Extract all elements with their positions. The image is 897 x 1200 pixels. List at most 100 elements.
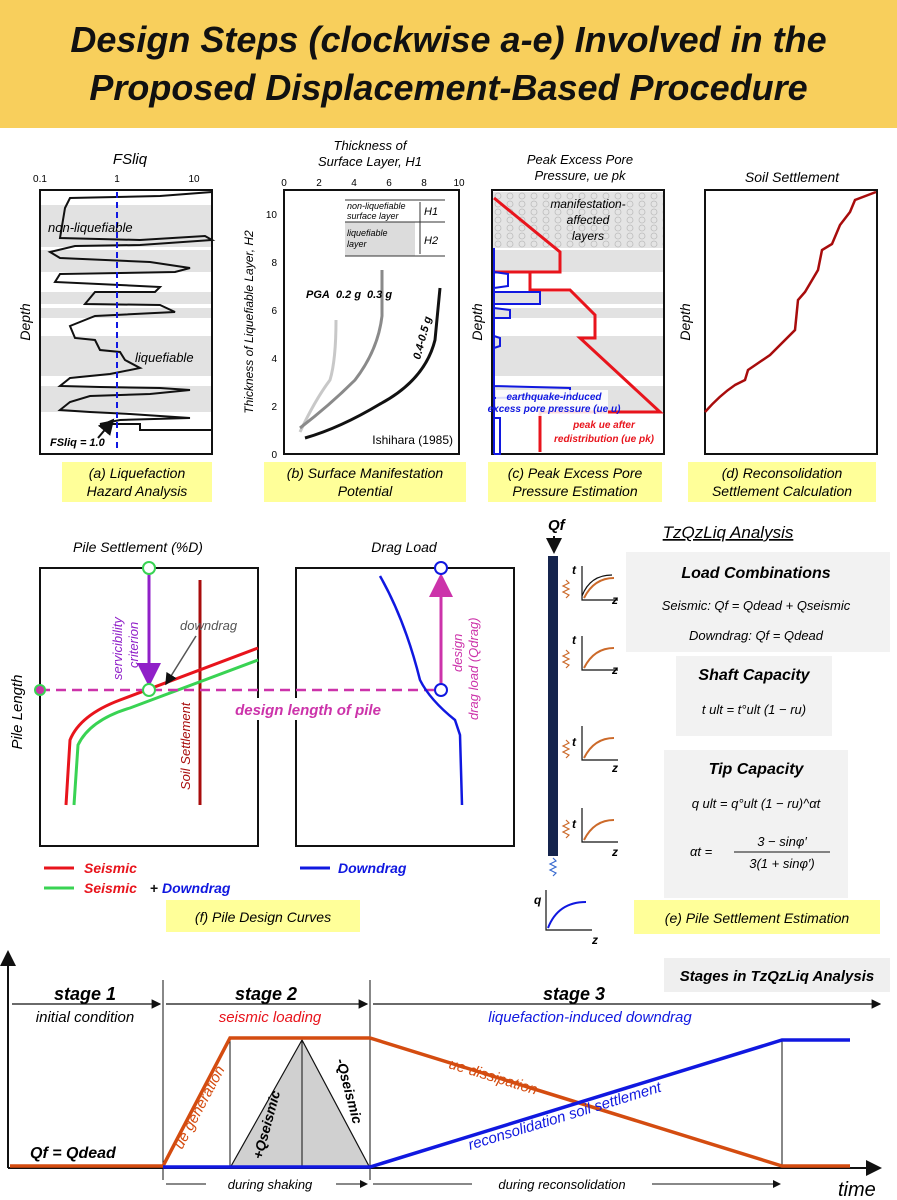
shaft-title: Shaft Capacity [698,667,810,684]
stage3-desc: liquefaction-induced downdrag [488,1009,692,1026]
panel-f-title-right: Drag Load [371,539,438,555]
tick: 2 [316,178,322,189]
lc-title: Load Combinations [681,565,830,582]
tick: 4 [351,178,357,189]
eq-label-1: earthquake-induced [506,392,602,403]
inset-liq-layer [345,222,415,256]
panel-c-ylabel: Depth [469,303,485,341]
tick: 10 [188,174,200,185]
inset-nonliq-2: surface layer [347,211,400,221]
eq-label-2: excess pore pressure (ue u) [488,404,622,415]
tz-t-3: t [572,735,577,749]
lc-seismic: Seismic: Qf = Qdead + Qseismic [662,598,851,613]
drag-top-marker [434,561,448,575]
inset-liq-1: liquefiable [347,228,388,238]
panel-b-frame [283,189,460,455]
caption-b-2: Potential [338,483,393,499]
panel-f-title-left: Pile Settlement (%D) [73,539,203,555]
fs-curve [47,191,216,431]
panel-d: Soil Settlement Depth (d) Reconsolidatio… [677,169,878,502]
seismic-curve [64,646,259,806]
design-drag-2: drag load (Qdrag) [466,617,481,720]
eq-ue-curve [493,248,571,455]
design-length-bg [214,698,402,720]
recon-label-bg [472,1177,652,1191]
curve-0-4g [304,287,442,440]
panel-c-frame [491,189,665,455]
pile-qf: Qf [548,517,567,534]
tz-z-2: z [611,663,618,677]
service-top-marker [142,561,156,575]
pile [548,556,558,856]
seismic-downdrag-curve [72,658,259,806]
service-label-1: servicibility [110,616,125,680]
curve-0-2g [298,319,338,433]
page-title: Design Steps (clockwise a-e) Involved in… [0,0,897,128]
gray-bands [492,250,664,412]
ue-curve [10,1036,850,1168]
tick: 1 [114,174,120,185]
downdrag-arrow [165,635,197,686]
design-length-label: design length of pile [235,702,381,719]
caption-b-1: (b) Surface Manifestation [287,465,444,481]
tip-title: Tip Capacity [709,761,805,778]
fs-arrow [97,418,115,439]
caption-d-1: (d) Reconsolidation [722,465,843,481]
qf-label: Qf = Qdead [30,1145,117,1162]
stage3-label: stage 3 [543,984,605,1004]
caption-c-1: (c) Peak Excess Pore [508,465,643,481]
tz-z-3: z [611,761,618,775]
panel-b-title-1: Thickness of [334,138,408,153]
panel-a-frame [39,189,213,455]
tick: 4 [271,354,277,365]
caption-a-2: Hazard Analysis [87,483,188,499]
qz-z: z [591,933,598,947]
downdrag-label: downdrag [180,618,238,633]
panel-f-ylabel: Pile Length [9,674,26,749]
pga-label: PGA [306,289,330,301]
shaft-eq: t ult = t°ult (1 − ru) [702,702,806,717]
panel-c-title-1: Peak Excess Pore [527,152,633,167]
alpha-num: 3 − sinφ′ [757,834,807,849]
fs-label: FSliq = 1.0 [50,437,106,449]
inset-h2: H2 [424,235,438,247]
label-nonliq: non-liquefiable [48,220,133,235]
tz-z-4: z [611,845,618,859]
time-label: time [838,1179,876,1200]
panel-d-ylabel: Depth [677,303,693,341]
load-comb-box [626,552,890,652]
ue-gen-label: ue generation [171,1063,229,1152]
y-ticks: 0 2 4 6 8 10 [266,210,278,461]
inset-liq-2: layer [347,239,368,249]
legend-seismic: Seismic [84,860,137,876]
caption-f-text: (f) Pile Design Curves [195,909,331,925]
tick: 8 [421,178,427,189]
panel-d-frame [704,189,878,455]
stages-box [664,958,890,992]
design-drag-1: design [450,634,465,672]
caption-d [688,462,876,502]
springs [548,579,571,877]
legend-sd-downdrag: Downdrag [162,880,231,896]
stage1-label: stage 1 [54,984,116,1004]
tz-curves [545,566,618,931]
legend-downdrag: Downdrag [338,860,407,876]
caption-c-2: Pressure Estimation [512,483,637,499]
tick: 0 [271,450,277,461]
design-length-marker [34,684,46,696]
pk-label-1: peak ue after [572,420,636,431]
tick: 6 [271,306,277,317]
panel-e: TzQzLiq Analysis Qf t z t z t z t [534,517,890,947]
drag-bottom-marker [434,683,448,697]
panel-b: Thickness of Surface Layer, H1 0 2 4 6 8… [242,138,466,502]
stage2-label: stage 2 [235,984,297,1004]
legend-sd-seismic: Seismic [84,880,137,896]
legend-plus: + [150,880,158,896]
ref-label: Ishihara (1985) [372,433,453,447]
eq-label-bg [496,390,608,416]
gray-bands [40,205,212,412]
tick: 10 [453,178,465,189]
panel-a-title: FSliq [113,151,148,168]
panel-a-ylabel: Depth [17,303,33,341]
inset-nonliq-layer [345,200,415,222]
